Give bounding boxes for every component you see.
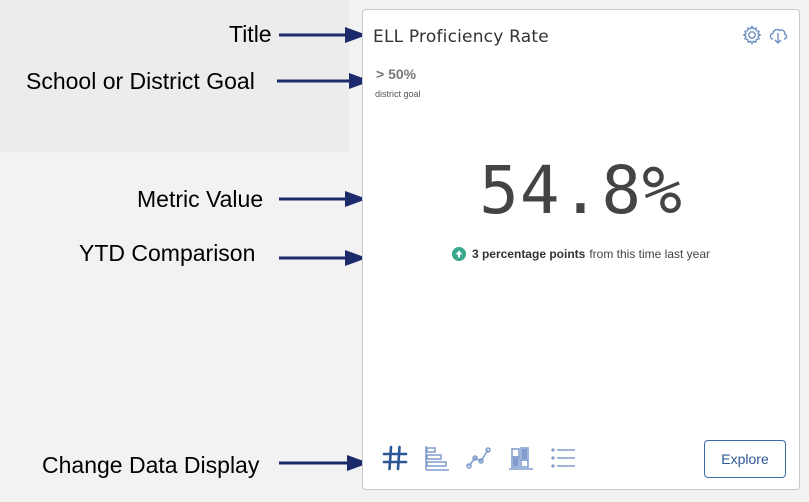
arrow-goal xyxy=(277,73,371,89)
card-actions xyxy=(741,24,789,51)
callout-metric: Metric Value xyxy=(137,186,264,212)
explore-button[interactable]: Explore xyxy=(704,440,786,478)
background-panel xyxy=(0,0,349,152)
card-title: ELL Proficiency Rate xyxy=(373,27,549,47)
arrow-ytd xyxy=(279,250,367,266)
metric-value: 54.8% xyxy=(479,152,683,229)
ytd-change: 3 percentage points xyxy=(471,247,586,261)
number-icon[interactable] xyxy=(381,444,409,472)
cloud-download-icon[interactable] xyxy=(767,24,789,51)
stacked-chart-icon[interactable] xyxy=(507,444,535,472)
gear-icon[interactable] xyxy=(741,24,763,51)
arrow-metric xyxy=(279,191,367,207)
arrow-title xyxy=(279,27,367,43)
line-chart-icon[interactable] xyxy=(465,444,493,472)
arrow-display xyxy=(279,455,369,471)
ytd-comparison: 3 percentage points from this time last … xyxy=(363,247,799,261)
callout-ytd: YTD Comparison xyxy=(79,240,256,266)
metric-card: ELL Proficiency Rate > 50% district goal… xyxy=(362,9,800,490)
goal-label: district goal xyxy=(375,89,421,99)
callout-title: Title xyxy=(229,21,272,47)
callout-display: Change Data Display xyxy=(42,452,260,478)
list-icon[interactable] xyxy=(549,444,577,472)
ytd-text: from this time last year xyxy=(589,247,711,261)
bar-chart-icon[interactable] xyxy=(423,444,451,472)
callout-goal: School or District Goal xyxy=(26,68,255,94)
display-options xyxy=(381,444,577,472)
arrow-up-icon xyxy=(451,247,466,261)
goal-value: > 50% xyxy=(376,66,417,82)
